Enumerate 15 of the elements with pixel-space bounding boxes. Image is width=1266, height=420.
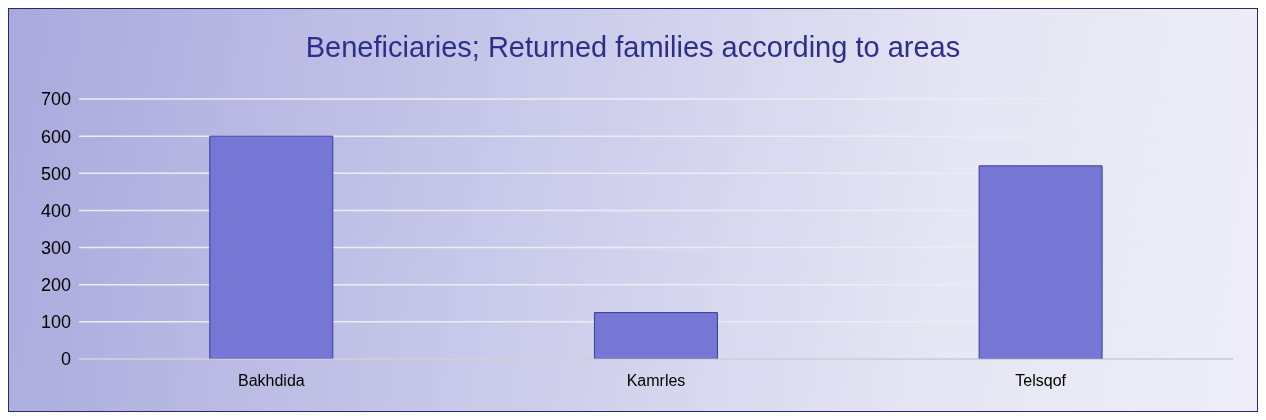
x-tick-label: Bakhdida [237,372,305,390]
y-tick-label: 300 [40,237,71,258]
bar [593,312,718,359]
chart-title: Beneficiaries; Returned families according to areas [304,31,962,64]
x-tick-label: Kamrles [626,372,686,390]
y-tick-label: 600 [40,126,71,147]
x-tick-label: Telsqof [1015,372,1067,390]
y-tick-label: 100 [40,312,71,333]
y-tick-label: 0 [60,349,71,370]
y-tick-label: 400 [40,200,71,221]
y-tick-label: 200 [40,275,71,296]
y-tick-label: 500 [40,163,71,184]
bar [209,135,334,359]
bar [978,165,1103,359]
y-tick-label: 700 [40,89,71,110]
